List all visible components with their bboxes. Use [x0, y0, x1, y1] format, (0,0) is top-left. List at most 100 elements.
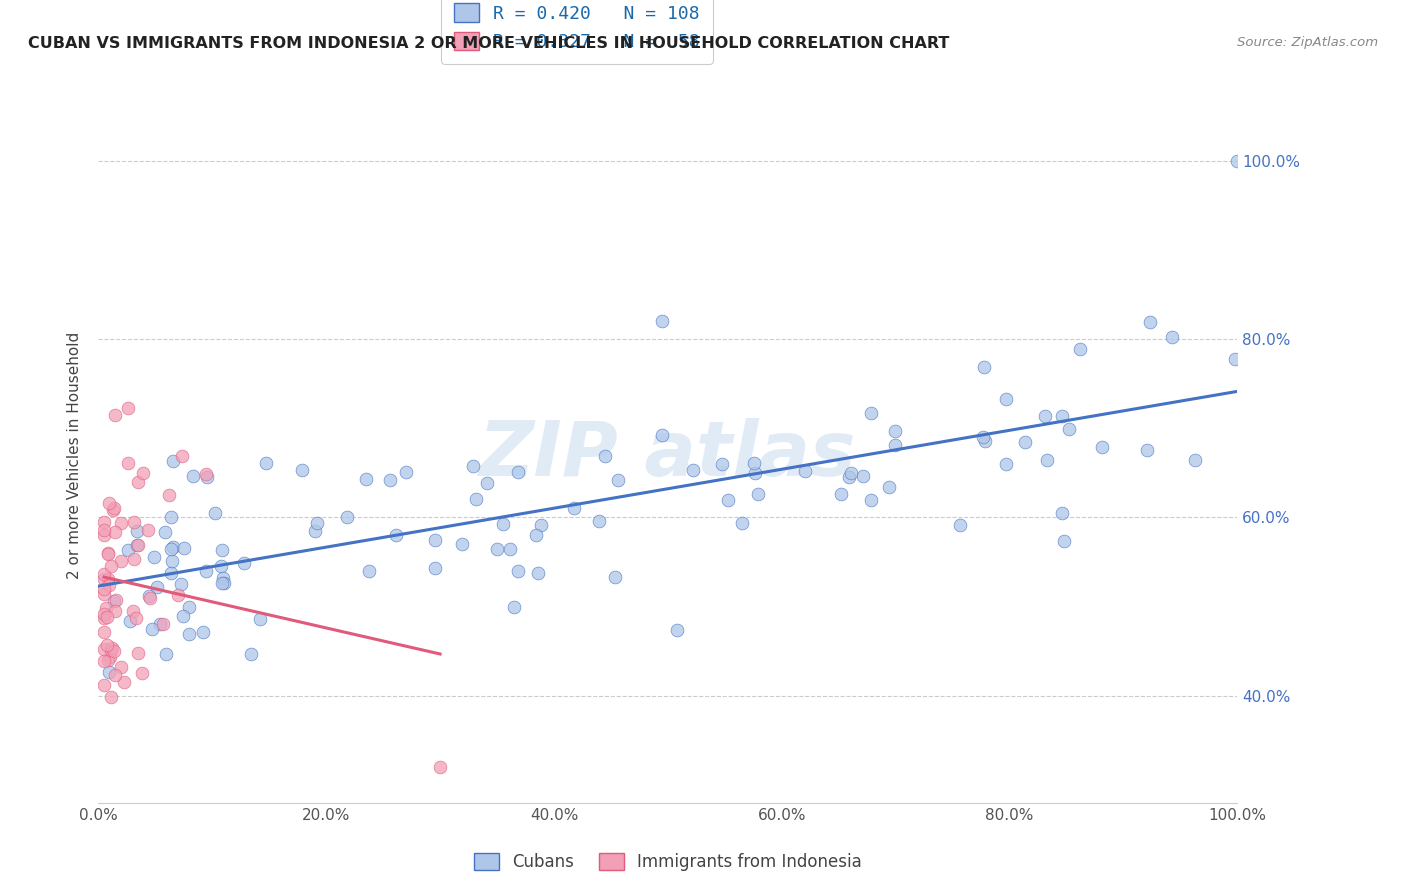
Point — [93, 624, 115, 639]
Point — [524, 528, 547, 542]
Point — [127, 538, 149, 552]
Point — [103, 409, 125, 423]
Point — [1050, 507, 1073, 521]
Point — [131, 665, 153, 680]
Point — [93, 516, 115, 530]
Text: CUBAN VS IMMIGRANTS FROM INDONESIA 2 OR MORE VEHICLES IN HOUSEHOLD CORRELATION C: CUBAN VS IMMIGRANTS FROM INDONESIA 2 OR … — [28, 36, 949, 51]
Point — [211, 575, 233, 590]
Point — [1184, 452, 1206, 467]
Point — [1223, 351, 1246, 366]
Point — [97, 572, 120, 586]
Point — [307, 516, 329, 530]
Point — [104, 604, 127, 618]
Point — [179, 599, 201, 614]
Point — [100, 558, 122, 573]
Point — [181, 469, 204, 483]
Point — [195, 470, 218, 484]
Point — [973, 434, 995, 449]
Point — [93, 641, 115, 656]
Point — [118, 614, 141, 628]
Point — [93, 523, 115, 537]
Point — [883, 424, 905, 438]
Point — [124, 611, 146, 625]
Point — [157, 488, 180, 502]
Point — [973, 359, 995, 374]
Point — [173, 541, 195, 556]
Point — [744, 467, 766, 481]
Point — [384, 528, 406, 542]
Point — [747, 487, 769, 501]
Point — [131, 466, 153, 480]
Point — [149, 616, 172, 631]
Point — [160, 509, 183, 524]
Point — [949, 518, 972, 533]
Point — [249, 612, 271, 626]
Text: ZIP atlas: ZIP atlas — [479, 418, 856, 491]
Point — [212, 571, 235, 585]
Point — [204, 506, 226, 520]
Point — [93, 528, 115, 542]
Point — [110, 516, 132, 531]
Point — [508, 564, 530, 578]
Point — [100, 690, 122, 704]
Point — [122, 604, 145, 618]
Point — [1033, 409, 1056, 423]
Point — [527, 566, 550, 580]
Point — [162, 541, 184, 555]
Point — [214, 576, 236, 591]
Point — [425, 561, 447, 575]
Point — [97, 665, 120, 679]
Point — [475, 476, 498, 491]
Point — [209, 559, 232, 574]
Point — [139, 591, 162, 606]
Point — [711, 457, 734, 471]
Point — [104, 524, 127, 539]
Point — [492, 516, 515, 531]
Point — [93, 607, 115, 621]
Point — [160, 554, 183, 568]
Point — [254, 456, 277, 470]
Point — [194, 467, 217, 481]
Point — [169, 577, 191, 591]
Point — [1161, 330, 1184, 344]
Point — [666, 623, 689, 637]
Point — [995, 392, 1018, 406]
Point — [117, 542, 139, 557]
Point — [486, 542, 509, 557]
Point — [884, 437, 907, 451]
Point — [530, 518, 553, 533]
Point — [1036, 452, 1059, 467]
Point — [498, 542, 520, 557]
Point — [879, 480, 901, 494]
Point — [103, 501, 125, 516]
Point — [97, 577, 120, 591]
Point — [96, 547, 118, 561]
Point — [211, 542, 233, 557]
Point — [830, 487, 852, 501]
Point — [1091, 440, 1114, 454]
Point — [359, 564, 381, 578]
Point — [651, 427, 673, 442]
Point — [994, 457, 1017, 471]
Point — [96, 610, 118, 624]
Point — [162, 454, 184, 468]
Point — [127, 646, 149, 660]
Point — [593, 449, 616, 463]
Point — [127, 524, 149, 538]
Legend: Cubans, Immigrants from Indonesia: Cubans, Immigrants from Indonesia — [467, 847, 869, 878]
Point — [98, 496, 121, 510]
Point — [607, 473, 630, 487]
Point — [465, 492, 488, 507]
Point — [461, 458, 484, 473]
Point — [731, 516, 754, 530]
Point — [93, 566, 115, 581]
Point — [682, 462, 704, 476]
Point — [110, 660, 132, 674]
Point — [117, 456, 139, 470]
Text: Source: ZipAtlas.com: Source: ZipAtlas.com — [1237, 36, 1378, 49]
Point — [172, 449, 194, 463]
Point — [93, 572, 115, 586]
Point — [717, 493, 740, 508]
Point — [101, 641, 124, 656]
Point — [103, 594, 125, 608]
